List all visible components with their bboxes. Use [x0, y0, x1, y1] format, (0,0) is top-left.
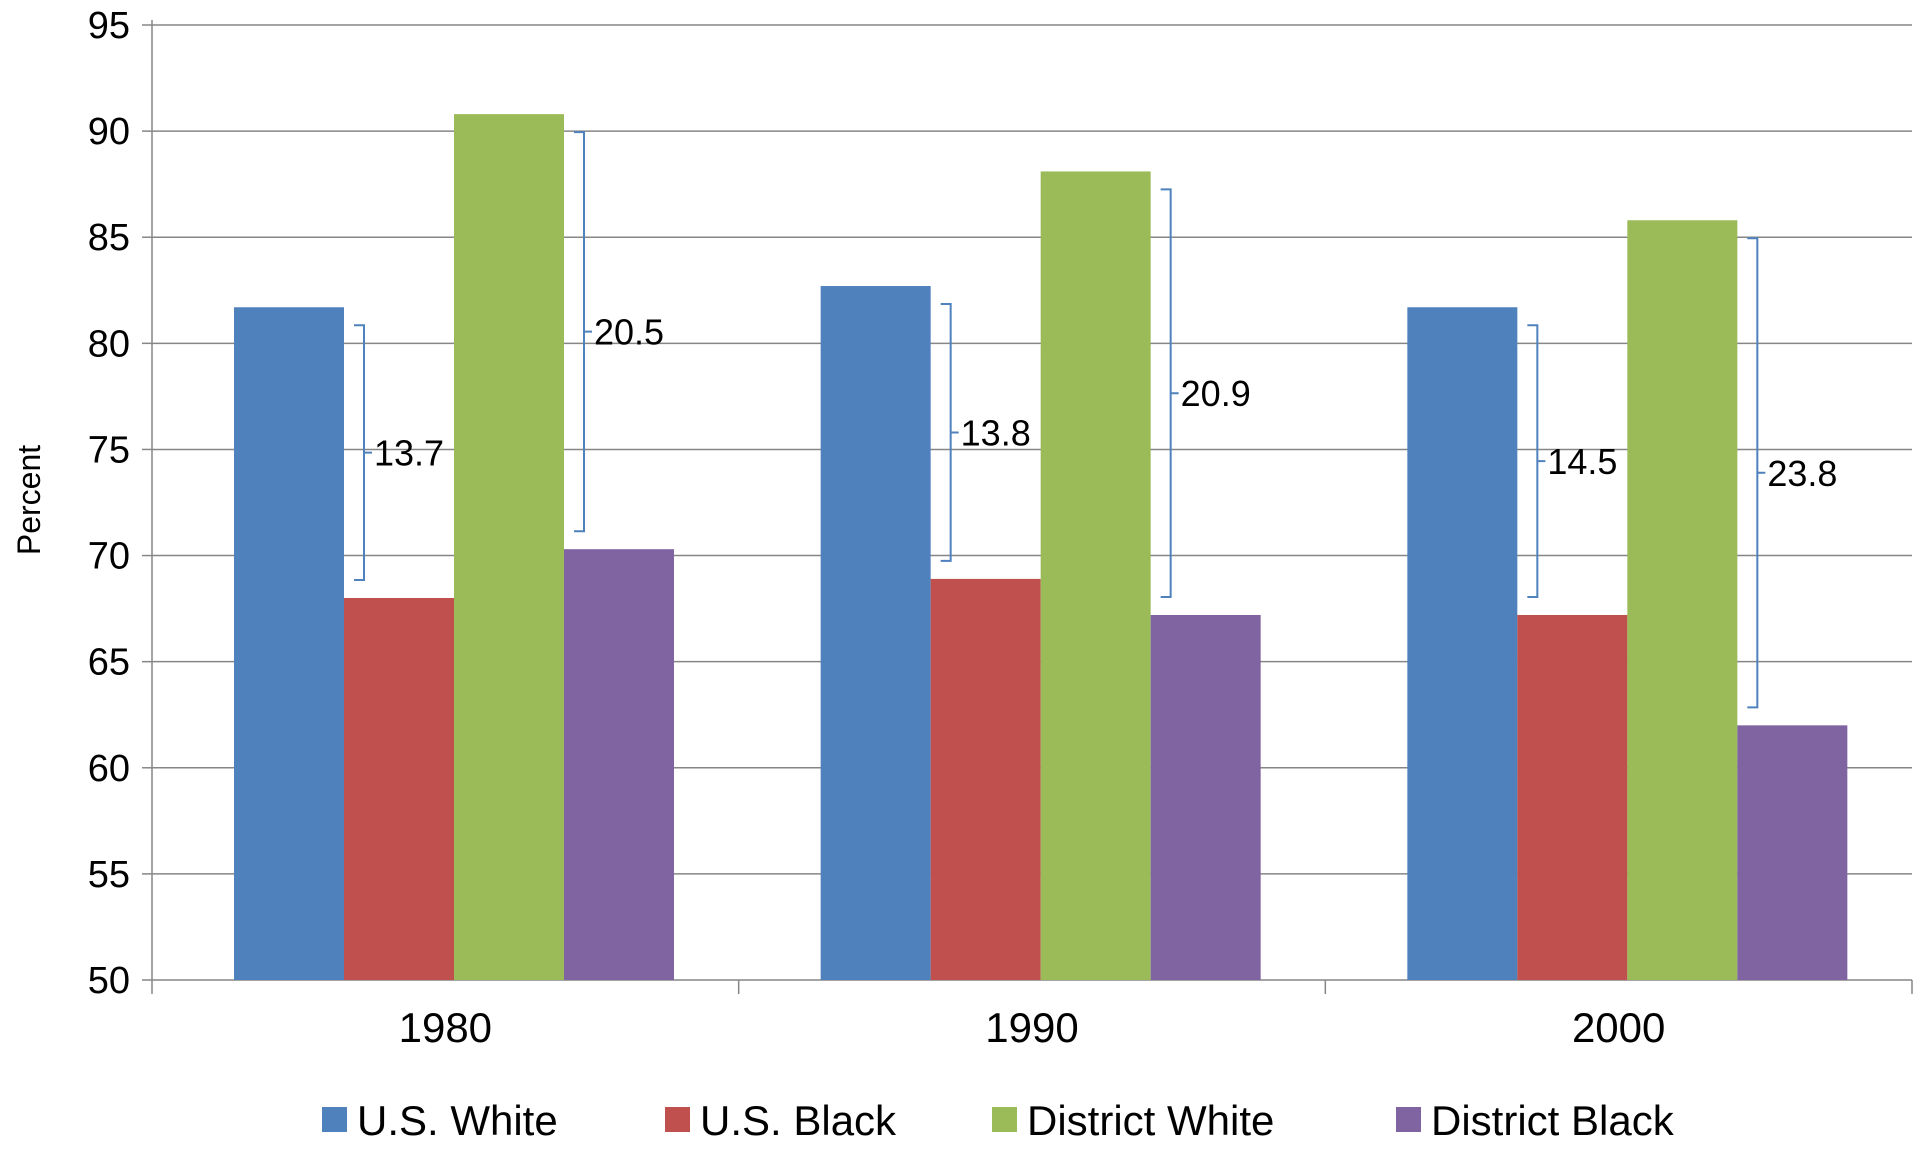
- y-tick-label: 55: [88, 854, 130, 896]
- y-axis-label: Percent: [11, 445, 47, 555]
- bar: [930, 578, 1041, 980]
- legend-swatch: [322, 1107, 347, 1132]
- y-tick-label: 85: [88, 217, 130, 259]
- y-tick-label: 90: [88, 111, 130, 153]
- y-tick-label: 50: [88, 960, 130, 1002]
- y-tick-label: 65: [88, 642, 130, 684]
- legend-label: U.S. White: [357, 1097, 558, 1144]
- bar: [564, 549, 674, 980]
- bar: [1407, 307, 1518, 980]
- x-tick-label: 1990: [985, 1004, 1078, 1051]
- bar: [1627, 220, 1738, 980]
- gap-bracket: [1747, 237, 1766, 709]
- y-tick-label: 70: [88, 536, 130, 578]
- legend: U.S. White U.S. Black District White Distri…: [322, 1097, 1675, 1144]
- bar: [1517, 614, 1628, 980]
- gap-bracket: [1527, 324, 1546, 598]
- bar: [454, 114, 564, 981]
- gap-label: 13.8: [961, 412, 1031, 453]
- legend-label: U.S. Black: [700, 1097, 897, 1144]
- legend-label: District White: [1027, 1097, 1274, 1144]
- annotations: 13.7 20.5 13.8 20.9 14.5 23.8: [354, 131, 1837, 709]
- x-tick-label: 1980: [399, 1004, 492, 1051]
- gap-label: 20.5: [594, 312, 664, 353]
- legend-swatch: [992, 1107, 1017, 1132]
- gap-label: 13.7: [374, 433, 444, 474]
- gap-label: 23.8: [1767, 453, 1837, 494]
- bar: [820, 286, 931, 980]
- bar: [234, 307, 344, 980]
- y-tick-label: 60: [88, 748, 130, 790]
- gap-label: 20.9: [1181, 373, 1251, 414]
- gap-bracket: [574, 131, 592, 533]
- legend-label: District Black: [1431, 1097, 1675, 1144]
- bars: [234, 114, 1848, 981]
- gap-bracket: [940, 303, 959, 562]
- gap-label: 14.5: [1547, 441, 1617, 482]
- gap-bracket: [1160, 188, 1179, 598]
- y-tick-labels: 50 55 60 65 70 75 80 85 90 95: [88, 5, 130, 1002]
- y-tick-label: 75: [88, 429, 130, 471]
- x-tick-label: 2000: [1572, 1004, 1665, 1051]
- bar: [344, 598, 454, 980]
- x-tick-labels: 1980 1990 2000: [399, 1004, 1666, 1051]
- bar: [1150, 614, 1261, 980]
- legend-swatch: [665, 1107, 690, 1132]
- gap-bracket: [354, 324, 372, 581]
- bar: [1040, 171, 1151, 980]
- bar: [1737, 725, 1848, 980]
- y-tick-label: 80: [88, 323, 130, 365]
- legend-swatch: [1396, 1107, 1421, 1132]
- y-tick-label: 95: [88, 5, 130, 47]
